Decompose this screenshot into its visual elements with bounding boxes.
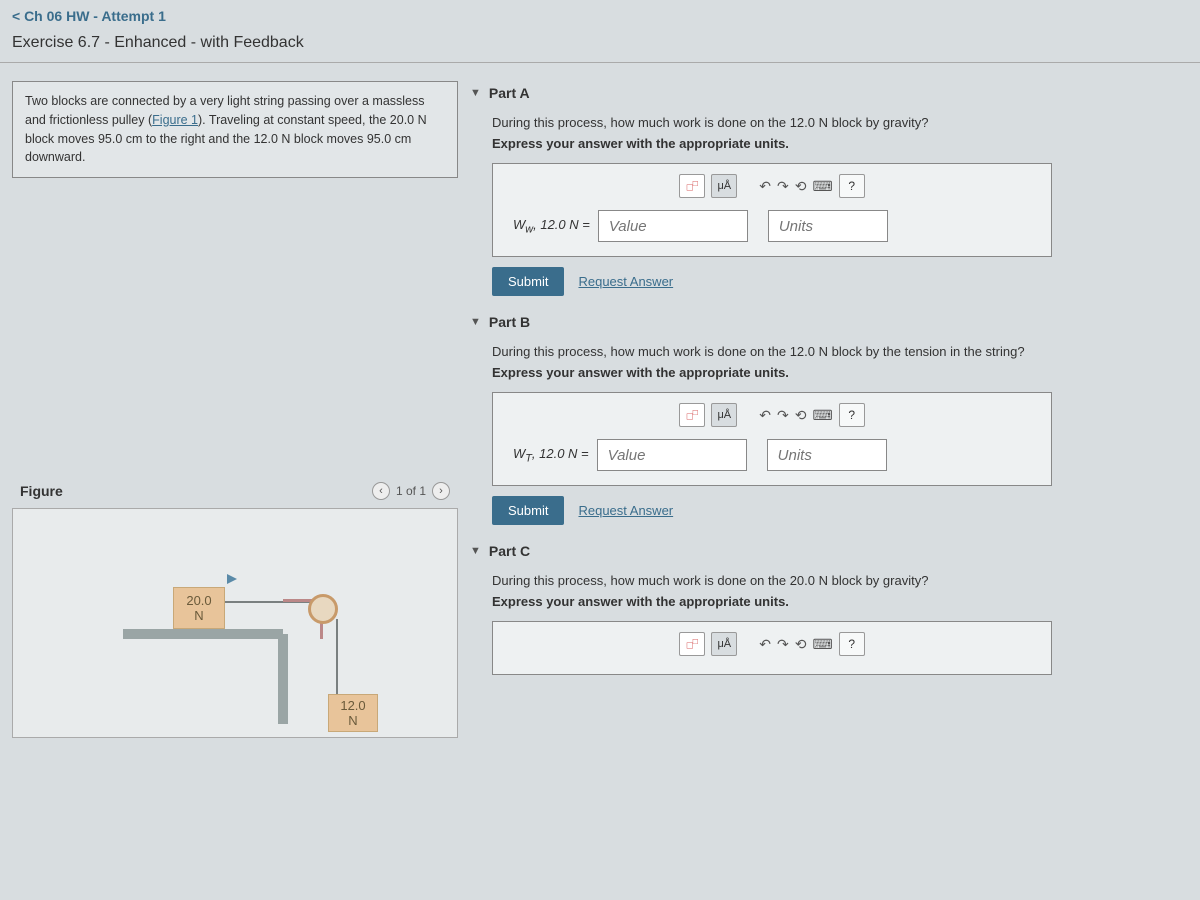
breadcrumb[interactable]: < Ch 06 HW - Attempt 1: [12, 8, 166, 24]
redo-icon[interactable]: ↷: [777, 636, 789, 653]
caret-down-icon: ▼: [470, 316, 481, 328]
part-a-title: Part A: [489, 85, 530, 101]
caret-down-icon: ▼: [470, 545, 481, 557]
part-b-variable-label: WT, 12.0 N =: [505, 446, 597, 465]
part-a-variable-label: Ww, 12.0 N =: [505, 217, 598, 236]
part-b-submit-button[interactable]: Submit: [492, 496, 564, 525]
help-button[interactable]: ?: [839, 403, 865, 427]
part-a-value-input[interactable]: [598, 210, 748, 242]
reset-icon[interactable]: ⟲: [795, 407, 807, 424]
figure-prev-button[interactable]: ‹: [372, 482, 390, 500]
redo-icon[interactable]: ↷: [777, 178, 789, 195]
figure-next-button[interactable]: ›: [432, 482, 450, 500]
part-a-question: During this process, how much work is do…: [492, 115, 1188, 130]
reset-icon[interactable]: ⟲: [795, 178, 807, 195]
redo-icon[interactable]: ↷: [777, 407, 789, 424]
caret-down-icon: ▼: [470, 87, 481, 99]
template-button[interactable]: □□: [679, 174, 705, 198]
template-button[interactable]: □□: [679, 632, 705, 656]
figure-nav: ‹ 1 of 1 ›: [372, 482, 450, 500]
part-b-title: Part B: [489, 314, 530, 330]
block-20n: 20.0 N: [173, 587, 225, 629]
block-12n: 12.0 N: [328, 694, 378, 732]
keyboard-icon[interactable]: ⌨: [812, 407, 832, 424]
figure-nav-text: 1 of 1: [396, 484, 426, 498]
undo-icon[interactable]: ↶: [759, 178, 771, 195]
part-b-hint: Express your answer with the appropriate…: [492, 365, 1188, 380]
part-a-answer-box: □□ μÅ ↶ ↷ ⟲ ⌨ ? Ww, 12.0 N =: [492, 163, 1052, 257]
reset-icon[interactable]: ⟲: [795, 636, 807, 653]
part-a-units-input[interactable]: [768, 210, 888, 242]
part-c-answer-box: □□ μÅ ↶ ↷ ⟲ ⌨ ?: [492, 621, 1052, 675]
help-button[interactable]: ?: [839, 632, 865, 656]
figure-label: Figure: [20, 483, 63, 499]
part-c-header[interactable]: ▼ Part C: [470, 539, 1188, 563]
problem-statement: Two blocks are connected by a very light…: [12, 81, 458, 178]
special-chars-button[interactable]: μÅ: [711, 174, 737, 198]
part-c-title: Part C: [489, 543, 530, 559]
figure-link[interactable]: Figure 1: [152, 113, 198, 127]
figure-diagram: 20.0 N 12.0 N: [12, 508, 458, 738]
help-button[interactable]: ?: [839, 174, 865, 198]
part-b-units-input[interactable]: [767, 439, 887, 471]
part-b-value-input[interactable]: [597, 439, 747, 471]
part-b-request-answer-link[interactable]: Request Answer: [578, 503, 673, 518]
part-b-answer-box: □□ μÅ ↶ ↷ ⟲ ⌨ ? WT, 12.0 N =: [492, 392, 1052, 486]
part-b-question: During this process, how much work is do…: [492, 344, 1188, 359]
part-a-request-answer-link[interactable]: Request Answer: [578, 274, 673, 289]
undo-icon[interactable]: ↶: [759, 407, 771, 424]
special-chars-button[interactable]: μÅ: [711, 403, 737, 427]
part-b-header[interactable]: ▼ Part B: [470, 310, 1188, 334]
part-c-question: During this process, how much work is do…: [492, 573, 1188, 588]
part-a-hint: Express your answer with the appropriate…: [492, 136, 1188, 151]
exercise-title: Exercise 6.7 - Enhanced - with Feedback: [0, 28, 1200, 63]
keyboard-icon[interactable]: ⌨: [812, 636, 832, 653]
part-a-submit-button[interactable]: Submit: [492, 267, 564, 296]
template-button[interactable]: □□: [679, 403, 705, 427]
special-chars-button[interactable]: μÅ: [711, 632, 737, 656]
undo-icon[interactable]: ↶: [759, 636, 771, 653]
keyboard-icon[interactable]: ⌨: [812, 178, 832, 195]
part-a-header[interactable]: ▼ Part A: [470, 81, 1188, 105]
part-c-hint: Express your answer with the appropriate…: [492, 594, 1188, 609]
